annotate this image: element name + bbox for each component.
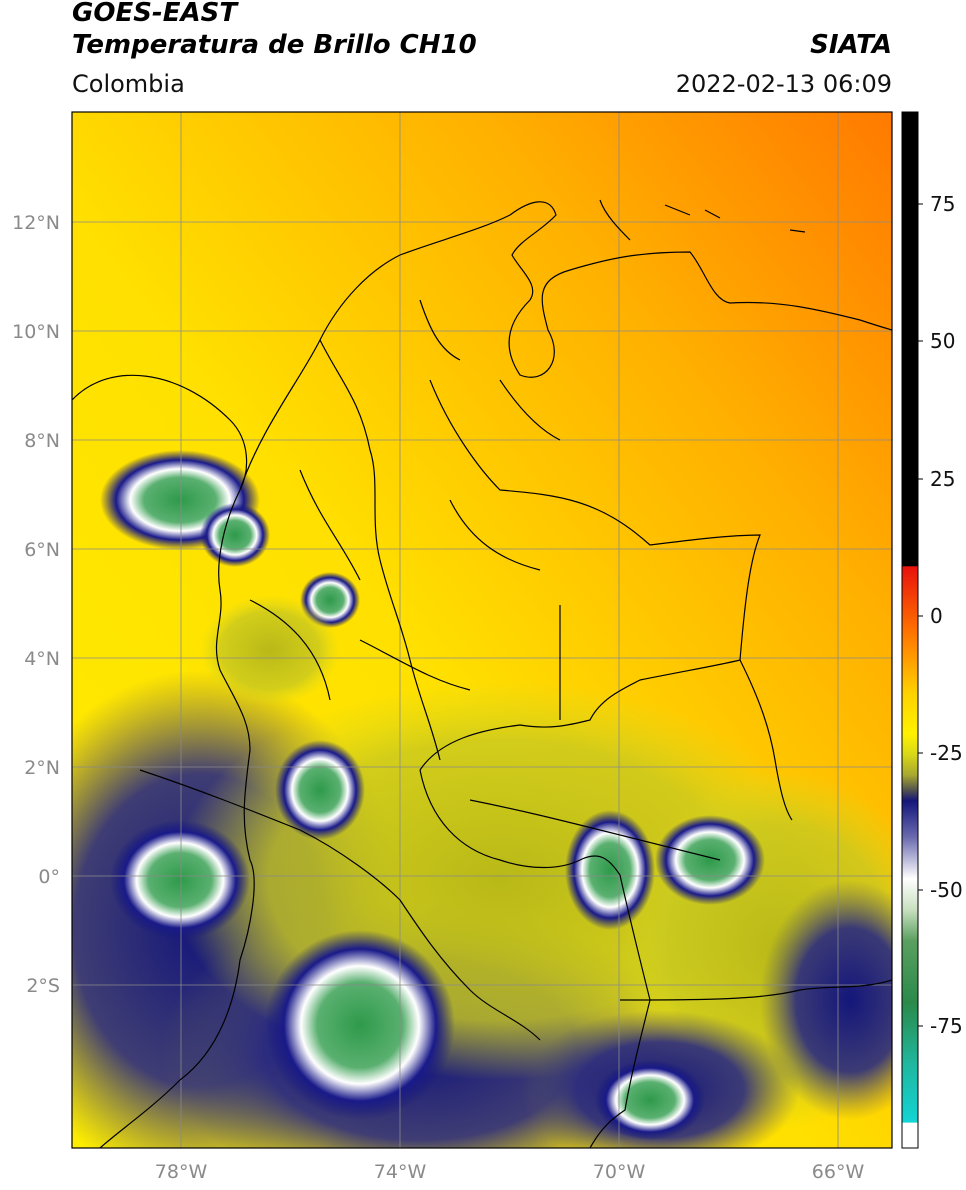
title-line-1: GOES-EAST <box>72 0 238 28</box>
lat-tick-label: 0° <box>38 866 60 888</box>
lat-tick-label: 4°N <box>24 648 60 670</box>
satellite-imagery <box>72 112 892 1148</box>
datetime-stamp: 2022-02-13 06:09 <box>675 70 892 98</box>
lon-tick-label: 66°W <box>812 1161 865 1183</box>
region-label: Colombia <box>72 70 185 98</box>
colorbar-tick-label: 50 <box>930 329 955 353</box>
colorbar-tick-label: 0 <box>930 604 943 628</box>
graticule <box>72 112 892 1148</box>
title-line-2: Temperatura de Brillo CH10 <box>72 30 477 60</box>
lat-tick-label: 2°S <box>26 975 60 997</box>
lat-tick-label: 10°N <box>12 321 60 343</box>
lon-tick-label: 78°W <box>155 1161 208 1183</box>
lon-tick-label: 70°W <box>593 1161 646 1183</box>
borders <box>72 199 892 1148</box>
organization-label: SIATA <box>810 30 892 60</box>
lat-tick-label: 2°N <box>24 757 60 779</box>
colorbar-tick-label: 75 <box>930 192 955 216</box>
map-frame <box>71 111 893 1149</box>
lon-tick-label: 74°W <box>374 1161 427 1183</box>
lat-tick-label: 8°N <box>24 430 60 452</box>
lat-tick-label: 12°N <box>12 212 60 234</box>
colorbar-ticks <box>918 203 923 1027</box>
lon-axis: 78°W 74°W 70°W 66°W <box>155 1161 865 1183</box>
lat-tick-label: 6°N <box>24 539 60 561</box>
colorbar-tick-label: -75 <box>930 1014 963 1038</box>
colorbar-tick-label: -50 <box>930 878 963 902</box>
lat-axis: 12°N 10°N 8°N 6°N 4°N 2°N 0° 2°S <box>12 212 60 997</box>
colorbar-tick-label: -25 <box>930 741 963 765</box>
colorbar-labels: 75 50 25 0 -25 -50 -75 <box>930 192 963 1038</box>
colorbar-tick-label: 25 <box>930 467 955 491</box>
colorbar <box>901 111 919 1149</box>
